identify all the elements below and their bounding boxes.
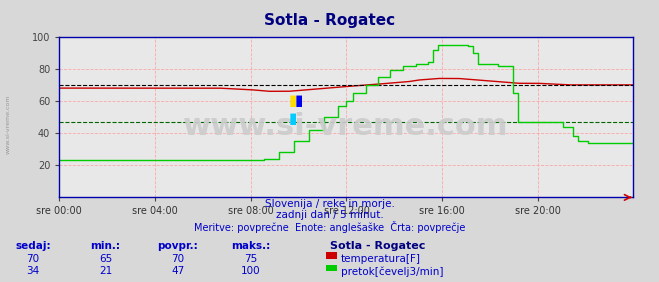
Text: temperatura[F]: temperatura[F] (341, 254, 420, 264)
Text: www.si-vreme.com: www.si-vreme.com (183, 112, 509, 141)
Text: 65: 65 (99, 254, 112, 264)
Text: ▮: ▮ (289, 93, 297, 109)
Text: 100: 100 (241, 266, 260, 276)
Text: 70: 70 (171, 254, 185, 264)
Text: ▮: ▮ (295, 93, 303, 109)
Text: 47: 47 (171, 266, 185, 276)
Text: 21: 21 (99, 266, 112, 276)
Text: ▮: ▮ (289, 111, 297, 126)
Text: povpr.:: povpr.: (158, 241, 198, 251)
Text: pretok[čevelj3/min]: pretok[čevelj3/min] (341, 266, 444, 277)
Text: zadnji dan / 5 minut.: zadnji dan / 5 minut. (275, 210, 384, 220)
Text: 34: 34 (26, 266, 40, 276)
Text: 70: 70 (26, 254, 40, 264)
Text: Slovenija / reke in morje.: Slovenija / reke in morje. (264, 199, 395, 209)
Text: maks.:: maks.: (231, 241, 270, 251)
Text: Sotla - Rogatec: Sotla - Rogatec (330, 241, 425, 251)
Text: min.:: min.: (90, 241, 121, 251)
Text: 75: 75 (244, 254, 257, 264)
Text: www.si-vreme.com: www.si-vreme.com (5, 94, 11, 154)
Text: Meritve: povprečne  Enote: anglešaške  Črta: povprečje: Meritve: povprečne Enote: anglešaške Črt… (194, 221, 465, 233)
Text: Sotla - Rogatec: Sotla - Rogatec (264, 13, 395, 28)
Text: sedaj:: sedaj: (15, 241, 51, 251)
